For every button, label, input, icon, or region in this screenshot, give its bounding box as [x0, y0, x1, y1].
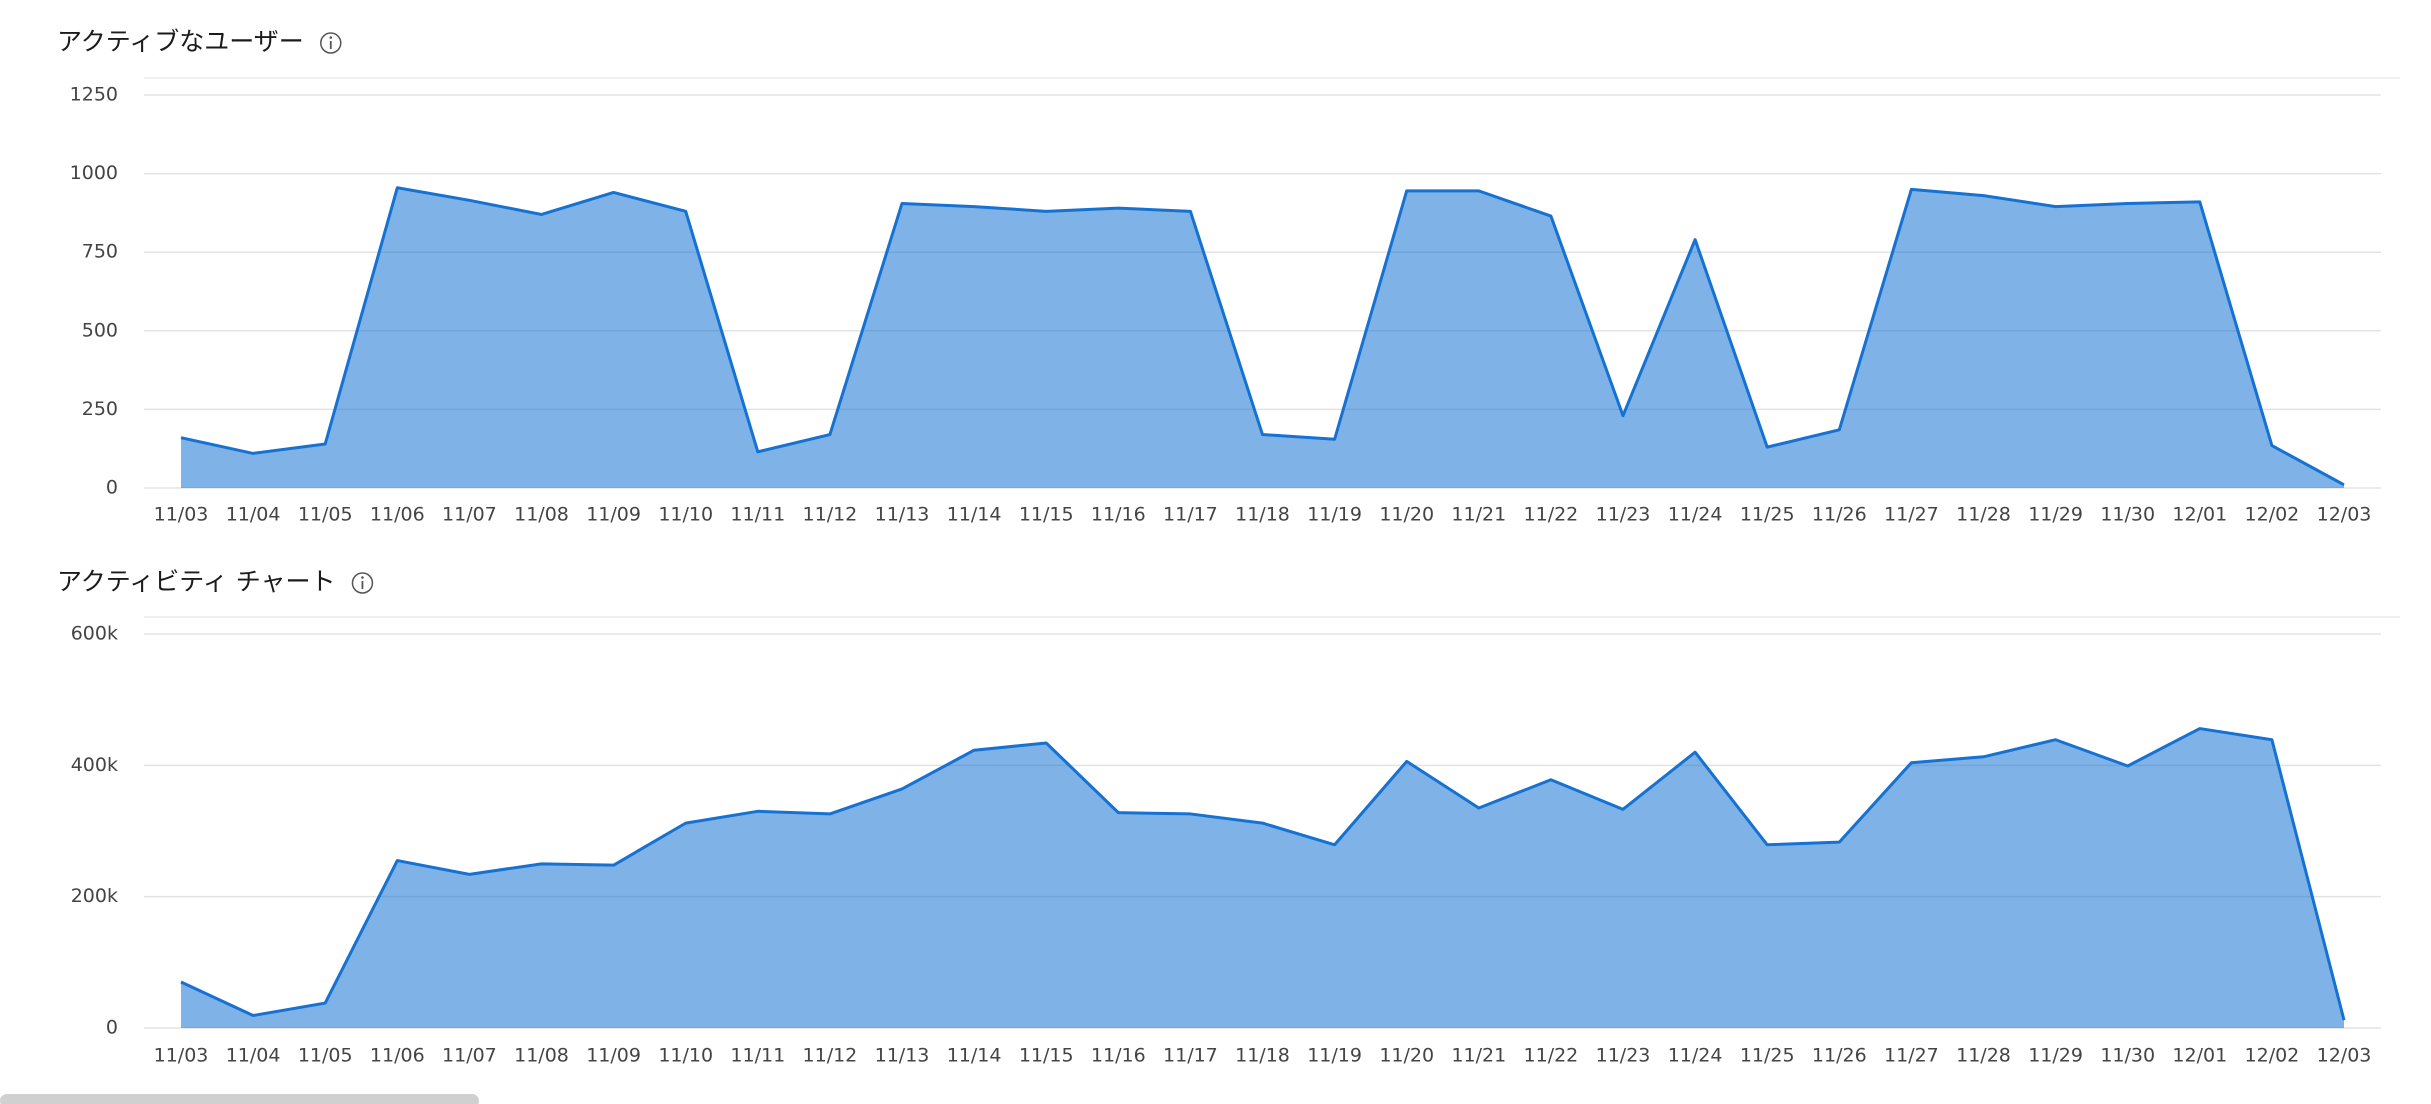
x-tick-label: 11/05	[298, 1045, 353, 1067]
x-tick-label: 11/12	[803, 504, 858, 526]
x-tick-label: 11/10	[658, 504, 713, 526]
x-tick-label: 12/02	[2245, 504, 2300, 526]
x-tick-label: 11/25	[1740, 1045, 1795, 1067]
info-icon	[351, 572, 374, 594]
y-tick-label: 200k	[71, 885, 118, 907]
x-tick-label: 12/01	[2172, 504, 2227, 526]
x-tick-label: 12/03	[2317, 504, 2372, 526]
x-tick-label: 11/27	[1884, 1045, 1939, 1067]
x-tick-label: 11/27	[1884, 504, 1939, 526]
y-tick-label: 1000	[70, 162, 118, 184]
x-tick-label: 11/25	[1740, 504, 1795, 526]
x-tick-label: 11/04	[226, 1045, 281, 1067]
area-fill	[181, 728, 2344, 1028]
x-tick-label: 11/07	[442, 1045, 497, 1067]
x-tick-label: 11/22	[1524, 1045, 1579, 1067]
chart-title: アクティブなユーザー	[57, 27, 304, 56]
x-tick-label: 11/19	[1307, 504, 1362, 526]
x-tick-label: 11/21	[1451, 1045, 1506, 1067]
x-tick-label: 12/02	[2245, 1045, 2300, 1067]
area-line	[180, 727, 2346, 1021]
x-tick-label: 12/03	[2317, 1045, 2372, 1067]
x-tick-label: 11/28	[1956, 504, 2011, 526]
x-tick-label: 11/06	[370, 504, 425, 526]
x-tick-label: 11/29	[2028, 504, 2083, 526]
x-tick-label: 12/01	[2172, 1045, 2227, 1067]
x-tick-label: 11/18	[1235, 1045, 1290, 1067]
scrollbar[interactable]	[0, 1094, 479, 1104]
x-tick-label: 11/18	[1235, 504, 1290, 526]
y-tick-label: 500	[82, 319, 118, 341]
y-tick-label: 0	[106, 1017, 118, 1039]
x-tick-label: 11/05	[298, 504, 353, 526]
x-tick-label: 11/15	[1019, 1045, 1074, 1067]
y-tick-label: 750	[82, 241, 118, 263]
x-tick-label: 11/14	[947, 504, 1002, 526]
x-tick-label: 11/15	[1019, 504, 1074, 526]
x-tick-label: 11/20	[1379, 1045, 1434, 1067]
info-icon-dot	[329, 36, 333, 39]
x-tick-label: 11/17	[1163, 1045, 1218, 1067]
x-tick-label: 11/23	[1596, 504, 1651, 526]
chart-title: アクティビティ チャート	[57, 567, 335, 596]
x-tick-label: 11/29	[2028, 1045, 2083, 1067]
x-tick-label: 11/09	[586, 504, 641, 526]
x-tick-label: 11/24	[1668, 504, 1723, 526]
x-tick-label: 11/11	[730, 504, 785, 526]
x-tick-label: 11/10	[658, 1045, 713, 1067]
x-tick-label: 11/13	[875, 1045, 930, 1067]
x-tick-label: 11/30	[2100, 504, 2155, 526]
y-tick-label: 400k	[71, 754, 118, 776]
area-fill	[181, 187, 2344, 489]
x-tick-label: 11/21	[1451, 504, 1506, 526]
x-tick-label: 11/08	[514, 504, 569, 526]
x-tick-label: 11/04	[226, 504, 281, 526]
info-icon-dot	[361, 576, 364, 579]
x-tick-label: 11/07	[442, 504, 497, 526]
y-tick-label: 250	[82, 398, 118, 420]
x-tick-label: 11/08	[514, 1045, 569, 1067]
x-tick-label: 11/12	[803, 1045, 858, 1067]
x-tick-label: 11/13	[875, 504, 930, 526]
x-tick-label: 11/17	[1163, 504, 1218, 526]
x-tick-label: 11/03	[154, 1045, 209, 1067]
x-tick-label: 11/20	[1379, 504, 1434, 526]
x-tick-label: 11/16	[1091, 1045, 1146, 1067]
y-tick-label: 1250	[70, 84, 118, 106]
x-tick-label: 11/14	[947, 1045, 1002, 1067]
info-icon	[320, 32, 342, 54]
x-tick-label: 11/06	[370, 1045, 425, 1067]
x-tick-label: 11/16	[1091, 504, 1146, 526]
x-tick-label: 11/28	[1956, 1045, 2011, 1067]
x-tick-label: 11/11	[730, 1045, 785, 1067]
x-tick-label: 11/23	[1596, 1045, 1651, 1067]
y-tick-label: 600k	[71, 623, 118, 645]
x-tick-label: 11/19	[1307, 1045, 1362, 1067]
x-tick-label: 11/09	[586, 1045, 641, 1067]
x-tick-label: 11/22	[1524, 504, 1579, 526]
x-tick-label: 11/30	[2100, 1045, 2155, 1067]
x-tick-label: 11/24	[1668, 1045, 1723, 1067]
x-tick-label: 11/26	[1812, 1045, 1867, 1067]
x-tick-label: 11/03	[154, 504, 209, 526]
x-tick-label: 11/26	[1812, 504, 1867, 526]
y-tick-label: 0	[106, 477, 118, 499]
area-line	[180, 186, 2345, 487]
